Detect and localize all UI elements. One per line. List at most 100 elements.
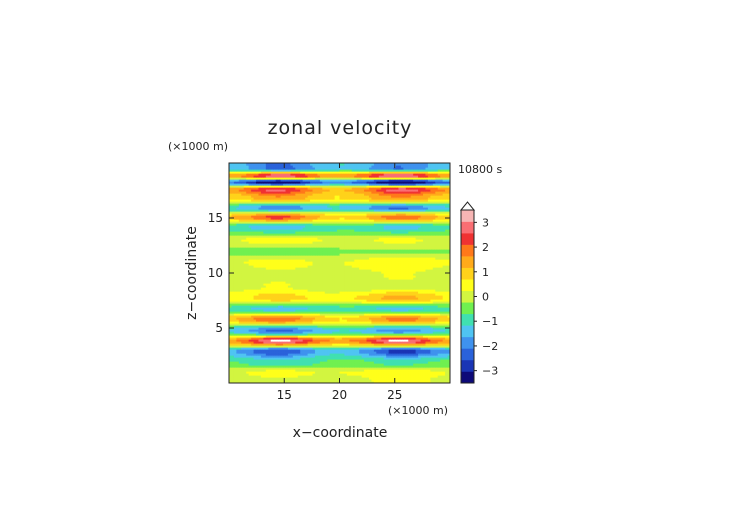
heatmap-cell	[317, 299, 321, 302]
heatmap-cell	[287, 327, 291, 330]
heatmap-cell	[256, 307, 260, 310]
heatmap-cell	[445, 337, 449, 340]
heatmap-cell	[310, 341, 314, 344]
heatmap-cell	[231, 343, 235, 346]
heatmap-cell	[329, 377, 333, 380]
heatmap-cell	[334, 335, 338, 338]
heatmap-cell	[366, 369, 370, 372]
heatmap-cell	[246, 311, 250, 314]
heatmap-cell	[403, 359, 407, 362]
heatmap-cell	[312, 287, 316, 290]
heatmap-cell	[280, 315, 284, 318]
heatmap-cell	[351, 375, 355, 378]
heatmap-cell	[317, 317, 321, 320]
heatmap-cell	[430, 359, 434, 362]
heatmap-cell	[430, 327, 434, 330]
heatmap-cell	[302, 355, 306, 358]
heatmap-cell	[413, 307, 417, 310]
heatmap-cell	[398, 317, 402, 320]
heatmap-cell	[310, 271, 314, 274]
heatmap-cell	[445, 323, 449, 326]
heatmap-cell	[322, 293, 326, 296]
heatmap-cell	[283, 309, 287, 312]
heatmap-cell	[297, 377, 301, 380]
heatmap-cell	[268, 361, 272, 364]
heatmap-cell	[391, 327, 395, 330]
heatmap-cell	[339, 349, 343, 352]
heatmap-cell	[238, 369, 242, 372]
heatmap-cell	[292, 289, 296, 292]
heatmap-cell	[368, 307, 373, 310]
heatmap-cell	[408, 339, 412, 342]
heatmap-cell	[280, 281, 284, 284]
heatmap-cell	[287, 345, 291, 348]
heatmap-cell	[381, 273, 385, 276]
heatmap-cell	[398, 319, 402, 322]
heatmap-cell	[371, 281, 375, 284]
heatmap-cell	[391, 307, 395, 310]
heatmap-cell	[319, 293, 323, 296]
heatmap-cell	[317, 303, 321, 306]
heatmap-cell	[300, 287, 304, 290]
heatmap-cell	[290, 285, 294, 288]
heatmap-cell	[290, 341, 294, 344]
heatmap-cell	[366, 317, 370, 320]
heatmap-cell	[233, 305, 237, 308]
heatmap-cell	[258, 271, 262, 274]
heatmap-cell	[251, 367, 255, 370]
heatmap-cell	[410, 283, 414, 286]
heatmap-cell	[317, 283, 321, 286]
heatmap-cell	[373, 335, 377, 338]
heatmap-cell	[408, 327, 412, 330]
heatmap-cell	[339, 363, 343, 366]
heatmap-cell	[300, 341, 304, 344]
heatmap-cell	[447, 299, 450, 302]
heatmap-cell	[327, 355, 331, 358]
heatmap-cell	[420, 323, 424, 326]
heatmap-cell	[445, 353, 449, 356]
heatmap-cell	[280, 359, 284, 362]
heatmap-cell	[248, 321, 252, 324]
heatmap-cell	[442, 345, 446, 348]
heatmap-cell	[398, 357, 402, 360]
heatmap-cell	[430, 341, 434, 344]
heatmap-cell	[393, 311, 397, 314]
heatmap-cell	[273, 309, 277, 312]
heatmap-cell	[337, 299, 341, 302]
heatmap-cell	[319, 317, 323, 320]
heatmap-cell	[339, 347, 343, 350]
heatmap-cell	[302, 279, 306, 282]
heatmap-cell	[383, 321, 387, 324]
heatmap-cell	[310, 381, 314, 383]
heatmap-cell	[413, 277, 417, 280]
heatmap-cell	[413, 293, 417, 296]
heatmap-cell	[319, 303, 323, 306]
heatmap-cell	[373, 377, 377, 380]
heatmap-cell	[376, 359, 380, 362]
heatmap-cell	[405, 337, 409, 340]
heatmap-cell	[324, 347, 328, 350]
heatmap-cell	[403, 321, 407, 324]
heatmap-cell	[418, 291, 422, 294]
heatmap-cell	[376, 309, 380, 312]
heatmap-cell	[351, 323, 355, 326]
heatmap-cell	[280, 343, 284, 346]
heatmap-cell	[383, 381, 387, 383]
heatmap-cell	[268, 327, 272, 330]
heatmap-cell	[246, 339, 250, 342]
heatmap-cell	[332, 341, 336, 344]
heatmap-cell	[366, 305, 370, 308]
heatmap-cell	[334, 369, 338, 372]
heatmap-cell	[440, 297, 444, 300]
heatmap-cell	[391, 347, 395, 350]
heatmap-cell	[337, 277, 341, 280]
heatmap-cell	[437, 333, 441, 336]
heatmap-cell	[329, 325, 333, 328]
heatmap-cell	[287, 295, 291, 298]
heatmap-cell	[440, 369, 444, 372]
heatmap-cell	[351, 345, 355, 348]
heatmap-cell	[442, 341, 446, 344]
heatmap-cell	[354, 365, 358, 368]
heatmap-cell	[420, 291, 424, 294]
heatmap-cell	[283, 311, 287, 314]
